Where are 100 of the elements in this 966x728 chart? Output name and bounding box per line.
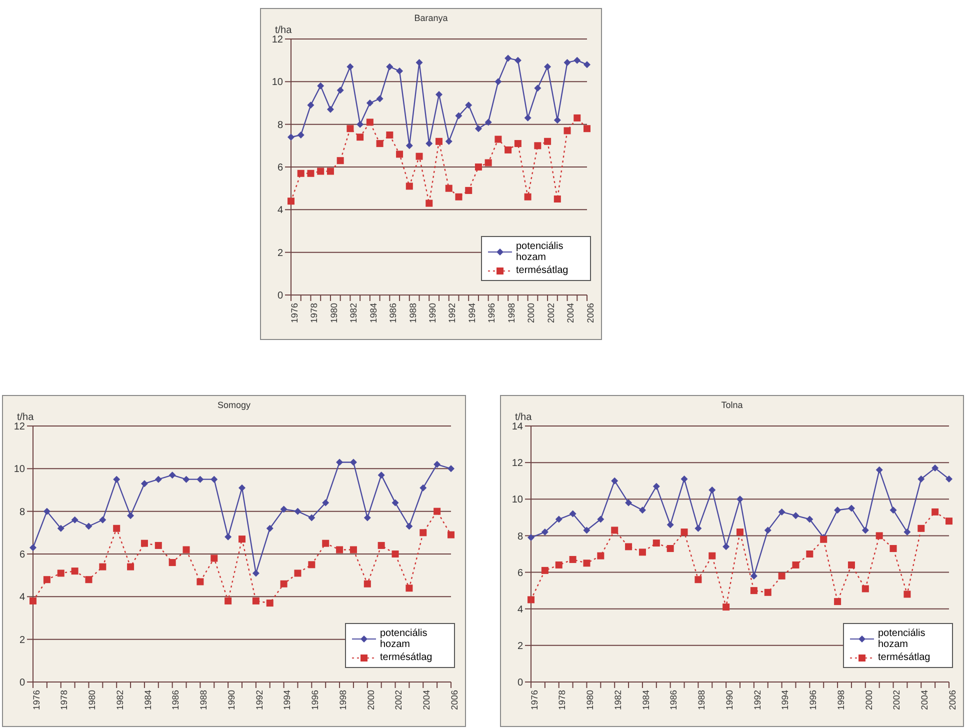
point — [918, 476, 925, 483]
point — [426, 140, 433, 148]
chart-title: Tolna — [720, 400, 744, 412]
x-tick-label: 1994 — [780, 690, 790, 710]
point — [918, 524, 925, 532]
point — [85, 522, 92, 530]
point — [890, 545, 897, 552]
y-tick-label: 4 — [19, 592, 26, 604]
point — [436, 90, 442, 98]
point — [30, 597, 36, 604]
point — [378, 472, 385, 479]
point — [694, 576, 702, 584]
point — [346, 63, 354, 70]
y-axis-title: t/ha — [275, 25, 292, 36]
point — [140, 540, 148, 547]
y-tick-label: 12 — [512, 458, 524, 470]
point — [297, 132, 304, 138]
x-tick-label: 2002 — [546, 303, 556, 324]
point — [127, 512, 134, 520]
point — [555, 516, 562, 523]
point — [127, 563, 134, 570]
point — [876, 466, 883, 474]
point — [252, 570, 260, 577]
point — [266, 524, 274, 532]
point — [224, 533, 232, 540]
point — [534, 84, 542, 92]
point — [708, 552, 716, 560]
x-tick-label: 1982 — [114, 690, 125, 710]
point — [396, 68, 404, 74]
x-tick-label: 1982 — [612, 690, 623, 710]
point — [584, 125, 590, 132]
x-tick-label: 1984 — [368, 303, 378, 324]
y-tick-label: 0 — [277, 290, 284, 302]
point — [406, 584, 413, 592]
point — [252, 597, 260, 604]
chart-title: Baranya — [413, 13, 449, 25]
point — [57, 524, 64, 532]
point — [317, 168, 324, 175]
x-tick-label: 1990 — [428, 303, 438, 324]
point — [322, 499, 330, 506]
point — [736, 528, 744, 536]
point — [378, 542, 385, 549]
point — [336, 546, 344, 554]
point — [792, 561, 800, 568]
point — [294, 570, 302, 577]
x-tick-label: 1996 — [310, 690, 320, 710]
point — [140, 480, 148, 488]
point — [583, 526, 590, 534]
point — [196, 476, 204, 483]
y-tick-label: 14 — [512, 422, 524, 433]
point — [308, 514, 316, 522]
point — [722, 543, 730, 550]
point — [652, 482, 660, 490]
point — [544, 138, 552, 145]
point — [434, 460, 441, 468]
x-tick-label: 1996 — [808, 690, 818, 710]
x-tick-label: 2000 — [366, 690, 376, 710]
point — [708, 486, 716, 494]
point — [544, 63, 552, 70]
y-tick-label: 0 — [517, 678, 524, 689]
point — [406, 182, 413, 190]
point — [280, 580, 288, 588]
point — [876, 532, 883, 540]
point — [336, 157, 344, 164]
y-tick-label: 8 — [277, 120, 284, 131]
point — [564, 127, 571, 134]
point — [806, 516, 814, 523]
point — [666, 545, 674, 552]
y-tick-label: 6 — [19, 550, 26, 561]
x-tick-label: 1978 — [309, 303, 320, 324]
point — [564, 58, 571, 66]
point — [554, 196, 561, 202]
point — [574, 56, 581, 64]
point — [210, 476, 218, 483]
point — [392, 550, 399, 558]
point — [528, 596, 534, 604]
point — [406, 142, 413, 150]
point — [43, 576, 50, 584]
y-axis-title: t/ha — [515, 412, 532, 423]
point — [99, 563, 106, 570]
x-tick-label: 1978 — [557, 690, 568, 710]
point — [597, 552, 604, 560]
y-tick-label: 2 — [517, 640, 524, 652]
point — [862, 585, 869, 592]
point — [416, 152, 423, 160]
point — [862, 526, 869, 534]
y-axis-title: t/ha — [17, 412, 34, 423]
x-tick-label: 1976 — [529, 690, 540, 710]
point — [541, 566, 548, 574]
point — [113, 524, 120, 532]
point — [611, 477, 618, 484]
point — [694, 524, 702, 532]
point — [366, 118, 374, 126]
point — [364, 514, 371, 522]
point — [196, 578, 204, 586]
point — [57, 570, 64, 577]
point — [307, 102, 314, 109]
point — [764, 526, 772, 534]
point — [848, 504, 855, 512]
x-tick-label: 1978 — [59, 690, 70, 710]
